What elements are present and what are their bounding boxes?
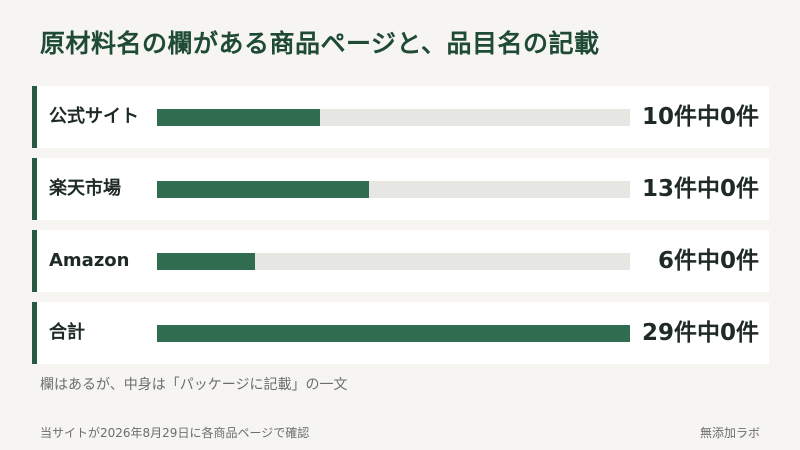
source-note: 当サイトが2026年8月29日に各商品ページで確認 (40, 426, 310, 440)
credit-label: 無添加ラボ (699, 426, 760, 440)
bar-row-total: 合計 29件中0件 (32, 302, 769, 364)
bar-fill (157, 181, 370, 198)
bar-value-label: 6件中0件 (657, 248, 759, 274)
bar-row-rakuten: 楽天市場 13件中0件 (32, 158, 769, 220)
bar-row-amazon: Amazon 6件中0件 (32, 230, 769, 292)
bar-value-label: 10件中0件 (641, 104, 759, 130)
bar-track (157, 109, 630, 126)
bar-track (157, 181, 630, 198)
bar-label: Amazon (49, 250, 130, 271)
bar-fill (157, 253, 255, 270)
chart-note: 欄はあるが、中身は「パッケージに記載」の一文 (40, 377, 348, 393)
bar-track (157, 325, 630, 342)
bar-label: 公式サイト (49, 106, 139, 127)
bar-chart: 公式サイト 10件中0件 楽天市場 13件中0件 Amazon 6件中0件 合計… (32, 86, 769, 374)
bar-track (157, 253, 630, 270)
bar-value-label: 29件中0件 (641, 320, 759, 346)
bar-label: 楽天市場 (49, 178, 121, 199)
chart-title: 原材料名の欄がある商品ページと、品目名の記載 (40, 29, 600, 58)
bar-value-label: 13件中0件 (641, 176, 759, 202)
bar-row-official-site: 公式サイト 10件中0件 (32, 86, 769, 148)
bar-fill (157, 109, 321, 126)
bar-label: 合計 (49, 322, 85, 343)
bar-fill (157, 325, 630, 342)
